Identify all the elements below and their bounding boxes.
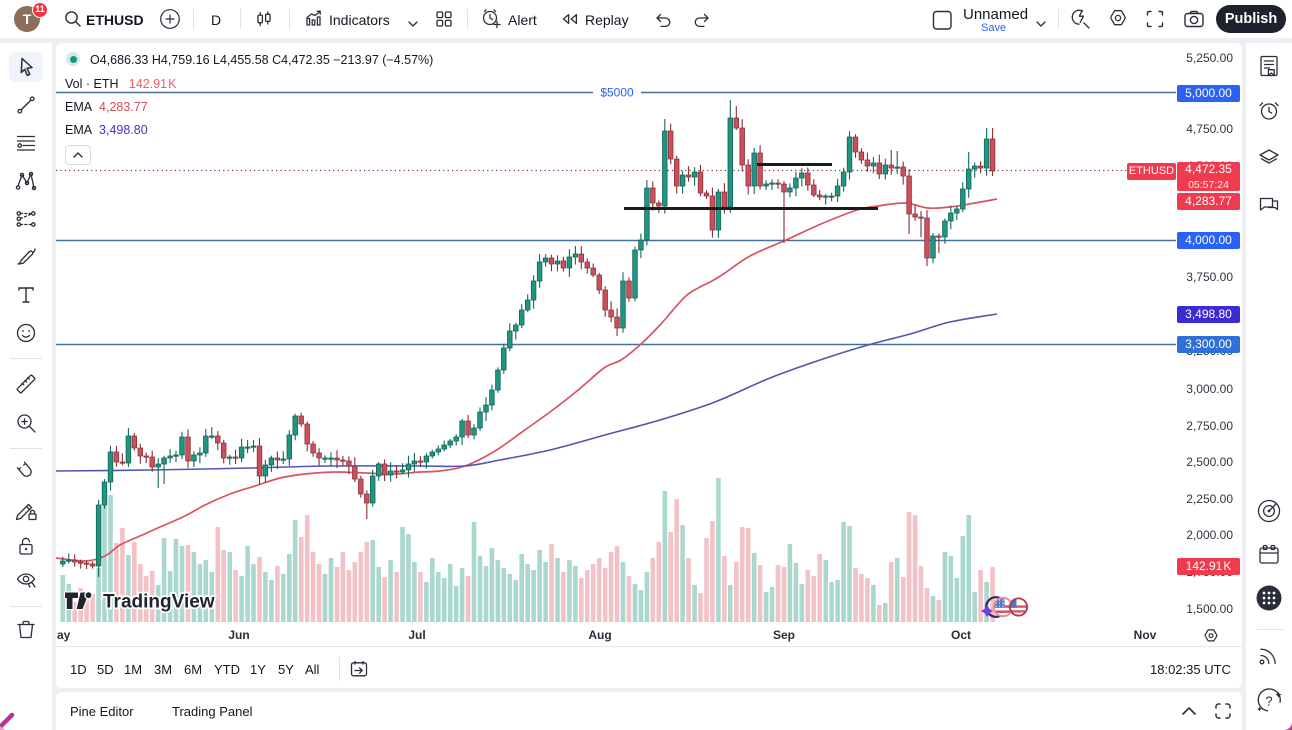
svg-text:?: ? bbox=[1265, 694, 1272, 709]
svg-text:$5000: $5000 bbox=[600, 86, 634, 100]
svg-text:TradingView: TradingView bbox=[103, 592, 215, 613]
